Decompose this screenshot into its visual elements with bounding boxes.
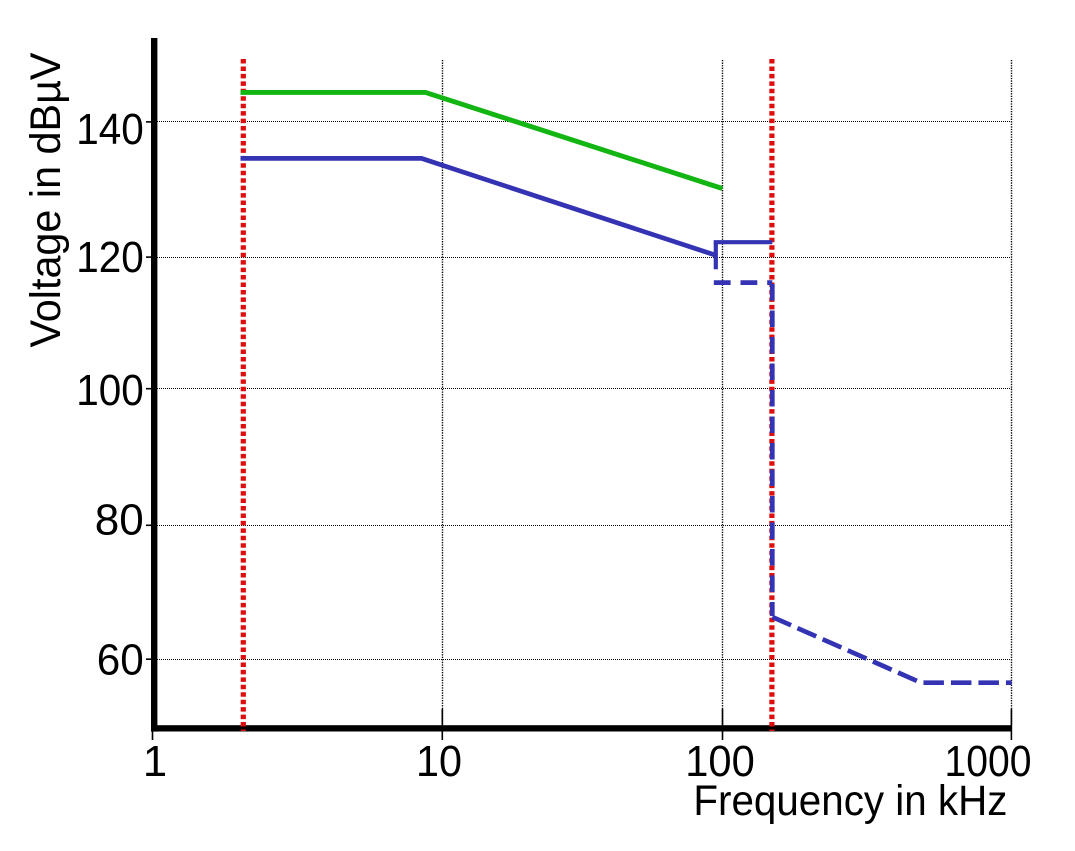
svg-text:140: 140	[76, 106, 144, 154]
svg-text:60: 60	[97, 637, 144, 685]
svg-text:Voltage in dBµV: Voltage in dBµV	[22, 52, 70, 348]
svg-text:1000: 1000	[945, 738, 1032, 786]
svg-text:100: 100	[76, 367, 144, 415]
svg-text:10: 10	[416, 738, 462, 786]
svg-text:100: 100	[685, 738, 755, 786]
svg-text:120: 120	[76, 234, 144, 282]
svg-text:1: 1	[143, 738, 167, 786]
svg-text:Frequency in kHz: Frequency in kHz	[693, 777, 1007, 825]
svg-text:80: 80	[95, 497, 144, 545]
